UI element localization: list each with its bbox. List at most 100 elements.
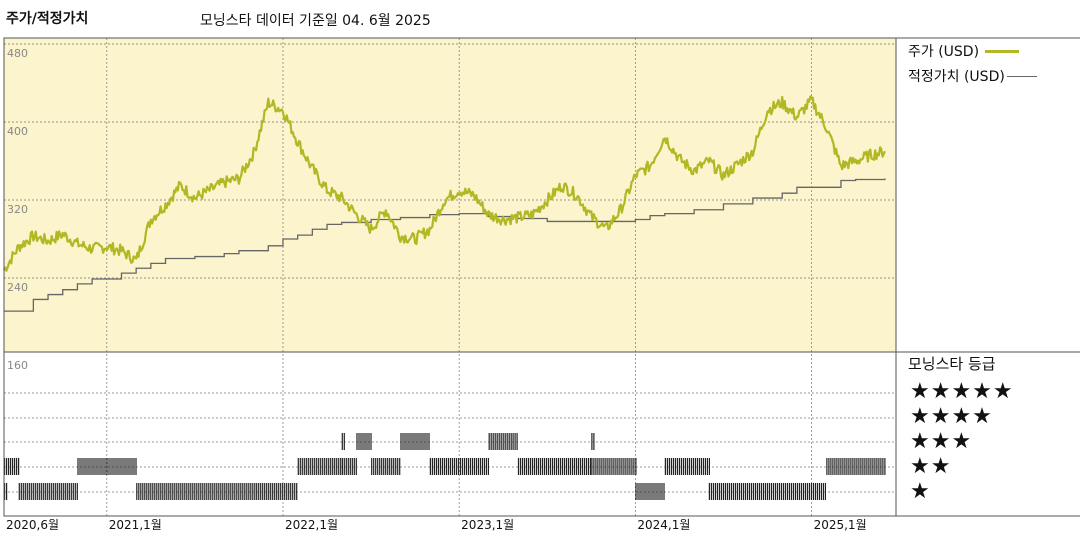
rating-bar: [428, 433, 430, 450]
rating-bar: [487, 458, 489, 475]
rating-bar: [64, 483, 66, 500]
rating-bar: [613, 458, 615, 475]
rating-bar: [756, 483, 758, 500]
rating-bar: [633, 458, 635, 475]
rating-bar: [860, 458, 862, 475]
rating-bar: [738, 483, 740, 500]
rating-segment-1-star: [136, 483, 298, 500]
rating-bar: [802, 483, 804, 500]
rating-bar: [311, 458, 313, 475]
rating-bar: [730, 483, 732, 500]
rating-bar: [36, 483, 38, 500]
rating-bar: [668, 458, 670, 475]
rating-bar: [666, 458, 668, 475]
rating-bar: [323, 458, 325, 475]
rating-bar: [216, 483, 218, 500]
rating-bar: [138, 483, 140, 500]
rating-bar: [647, 483, 649, 500]
legend-price-swatch: [985, 49, 1020, 53]
rating-bar: [402, 433, 404, 450]
rating-bar: [8, 458, 10, 475]
rating-bar: [708, 483, 710, 500]
rating-bar: [607, 458, 609, 475]
rating-bar: [649, 483, 651, 500]
rating-bar: [121, 458, 123, 475]
rating-bar: [609, 458, 611, 475]
rating-bar: [786, 483, 788, 500]
rating-bar: [186, 483, 188, 500]
rating-bar: [529, 458, 532, 475]
rating-bar: [148, 483, 150, 500]
rating-bar: [475, 458, 477, 475]
rating-bar: [577, 458, 580, 475]
rating-bar: [645, 483, 647, 500]
rating-bar: [447, 458, 449, 475]
rating-bar: [461, 458, 463, 475]
rating-bar: [325, 458, 327, 475]
legend-fair-value: 적정가치 (USD): [908, 66, 1037, 86]
rating-bar: [364, 433, 366, 450]
x-tick-labels: 2020,6월 2021,1월 2022,1월 2023,1월 2024,1월 2025,…: [6, 518, 867, 532]
rating-segment-2-star: [517, 458, 592, 475]
rating-segment-2-star: [826, 458, 886, 475]
rating-bar: [559, 458, 562, 475]
rating-level-5-stars: ★★★★★: [910, 379, 1014, 404]
rating-bar: [670, 458, 672, 475]
rating-bar: [832, 458, 834, 475]
rating-bar: [712, 483, 714, 500]
rating-bar: [684, 458, 686, 475]
rating-bar: [416, 433, 418, 450]
rating-bar: [268, 483, 270, 500]
rating-bar: [208, 483, 210, 500]
rating-bar: [651, 483, 653, 500]
data-date-subtitle: 모닝스타 데이터 기준일 04. 6월 2025: [200, 13, 431, 29]
rating-bar: [692, 458, 694, 475]
rating-bar: [676, 458, 678, 475]
rating-bar: [95, 458, 97, 475]
rating-bar: [498, 433, 500, 450]
rating-bar: [105, 458, 107, 475]
rating-bar: [383, 458, 385, 475]
rating-bar: [83, 458, 85, 475]
rating-bar: [784, 483, 786, 500]
rating-bar: [150, 483, 152, 500]
rating-bar: [593, 433, 595, 450]
rating-bar: [345, 458, 347, 475]
rating-bar: [455, 458, 457, 475]
rating-bar: [782, 483, 784, 500]
rating-bar: [101, 458, 103, 475]
rating-bar: [557, 458, 560, 475]
rating-bar: [736, 483, 738, 500]
rating-bar: [506, 433, 508, 450]
rating-bar: [774, 483, 776, 500]
rating-bar: [232, 483, 234, 500]
rating-bar: [327, 458, 329, 475]
x-tick-label: 2023,1월: [461, 518, 514, 532]
rating-bar: [347, 458, 349, 475]
rating-bar: [343, 458, 345, 475]
rating-bar: [512, 433, 514, 450]
rating-bar: [502, 433, 504, 450]
rating-bar: [99, 458, 101, 475]
rating-bar: [76, 483, 78, 500]
rating-bar: [368, 433, 370, 450]
rating-bar: [321, 458, 323, 475]
rating-bar: [418, 433, 420, 450]
rating-bar: [682, 458, 684, 475]
rating-bar: [500, 433, 502, 450]
rating-bar: [391, 458, 393, 475]
rating-bar: [752, 483, 754, 500]
rating-bar: [533, 458, 536, 475]
rating-bar: [639, 483, 641, 500]
fair-value-layer: [4, 178, 886, 312]
rating-bar: [399, 458, 401, 475]
y-tick-label: 480: [7, 47, 28, 60]
rating-bar: [716, 483, 718, 500]
rating-bar: [412, 433, 414, 450]
rating-bar: [182, 483, 184, 500]
rating-bar: [414, 433, 416, 450]
rating-bar: [301, 458, 303, 475]
rating-bar: [688, 458, 690, 475]
rating-bar: [583, 458, 586, 475]
rating-bar: [527, 458, 530, 475]
